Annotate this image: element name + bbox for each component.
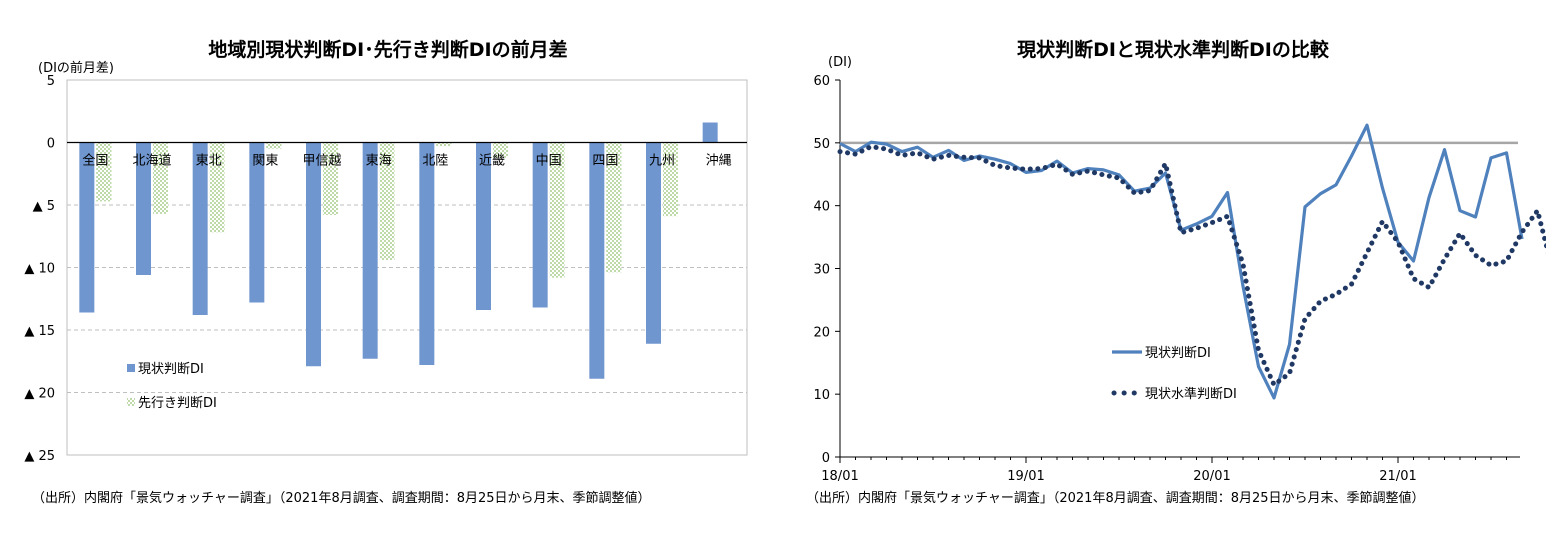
right-y-axis: 0 10 20 30 40 50 60 xyxy=(813,74,840,466)
bar-future-di xyxy=(493,142,508,158)
right-source-note: （出所）内閣府「景気ウォッチャー調査」（2021年8月調査、調査期間：8月25日… xyxy=(806,490,1425,506)
right-y-tick-label: 20 xyxy=(813,325,830,340)
right-y-tick-label: 0 xyxy=(822,451,830,466)
right-chart: 現状判断DIと現状水準判断DIの比較 (DI) 0 10 20 30 40 50 60 18… xyxy=(806,38,1546,506)
left-category-label: 四国 xyxy=(592,154,618,169)
right-x-tick-label: 19/01 xyxy=(1007,469,1044,484)
right-y-tick-label: 30 xyxy=(813,263,830,278)
bar-current-di xyxy=(136,142,151,275)
bar-current-di xyxy=(532,142,548,308)
left-y-tick-label: ▲ 25 xyxy=(24,449,55,464)
right-y-tick-label: 40 xyxy=(813,200,830,215)
line-level-di xyxy=(837,144,1546,389)
right-chart-title: 現状判断DIと現状水準判断DIの比較 xyxy=(1017,38,1330,61)
left-chart-title: 地域別現状判断DI･先行き判断DIの前月差 xyxy=(208,38,567,61)
bar-future-di xyxy=(549,142,565,278)
bar-current-di xyxy=(419,142,435,365)
left-chart: 地域別現状判断DI･先行き判断DIの前月差 (DIの前月差) 5 0 ▲ 5 ▲ 10… xyxy=(24,38,748,506)
legend-swatch-future-di xyxy=(127,398,135,406)
legend-label-level-di: 現状水準判断DI xyxy=(1145,386,1237,402)
right-chart-unit-label: (DI) xyxy=(828,55,852,70)
bar-current-di xyxy=(646,142,661,344)
bar-future-di xyxy=(96,142,112,202)
bar-current-di xyxy=(79,142,95,313)
left-y-tick-label: ▲ 20 xyxy=(24,387,55,402)
left-category-label: 中国 xyxy=(536,154,562,169)
right-y-tick-label: 60 xyxy=(813,74,830,89)
legend-label-current-di: 現状判断DI xyxy=(138,362,204,377)
bar-future-di xyxy=(153,142,168,214)
left-bars xyxy=(79,122,718,379)
bar-current-di xyxy=(362,142,378,359)
left-source-note: （出所）内閣府「景気ウォッチャー調査」（2021年8月調査、調査期間：8月25日… xyxy=(32,490,651,506)
bar-future-di xyxy=(209,142,225,233)
bar-future-di xyxy=(663,142,678,217)
right-y-tick-label: 50 xyxy=(813,137,830,152)
bar-current-di xyxy=(192,142,208,315)
left-gridlines xyxy=(67,204,747,393)
left-y-tick-label: 0 xyxy=(47,137,55,152)
left-category-label: 北陸 xyxy=(422,153,448,169)
legend-swatch-current-di xyxy=(127,364,135,372)
left-chart-unit-label: (DIの前月差) xyxy=(38,60,114,76)
left-category-label: 甲信越 xyxy=(302,154,341,169)
bar-future-di xyxy=(323,142,338,215)
left-category-label: 近畿 xyxy=(479,154,505,169)
legend-label-line-current-di: 現状判断DI xyxy=(1145,346,1211,361)
left-y-axis: 5 0 ▲ 5 ▲ 10 ▲ 15 ▲ 20 ▲ 25 xyxy=(24,74,55,464)
bar-future-di xyxy=(266,142,282,149)
left-y-tick-label: ▲ 15 xyxy=(24,324,55,339)
left-category-label: 沖縄 xyxy=(706,154,732,169)
left-y-tick-label: ▲ 10 xyxy=(24,262,55,277)
right-x-axis: 18/01 19/01 20/01 21/01 xyxy=(821,457,1507,484)
bar-current-di xyxy=(702,122,718,143)
bar-future-di xyxy=(606,142,622,273)
left-category-label: 九州 xyxy=(649,154,675,169)
bar-current-di xyxy=(306,142,321,367)
bar-future-di xyxy=(436,142,452,147)
left-y-tick-label: ▲ 5 xyxy=(33,199,55,214)
bar-current-di xyxy=(249,142,265,303)
bar-current-di xyxy=(589,142,605,379)
left-category-label: 全国 xyxy=(82,153,108,169)
left-legend: 現状判断DI 先行き判断DI xyxy=(127,362,217,411)
left-category-label: 関東 xyxy=(252,153,278,169)
left-y-tick-label: 5 xyxy=(47,74,55,89)
left-category-label: 東北 xyxy=(196,153,222,169)
left-category-label: 北海道 xyxy=(132,154,171,169)
right-x-tick-label: 20/01 xyxy=(1193,469,1230,484)
right-x-tick-label: 21/01 xyxy=(1379,469,1416,484)
legend-label-future-di: 先行き判断DI xyxy=(138,396,217,411)
bar-current-di xyxy=(476,142,491,310)
left-category-label: 東海 xyxy=(366,153,392,169)
bar-future-di xyxy=(379,142,395,260)
right-y-tick-label: 10 xyxy=(813,388,830,403)
left-category-labels: 全国 北海道 東北 関東 甲信越 東海 北陸 近畿 中国 四国 九州 沖縄 xyxy=(82,153,731,169)
right-series xyxy=(837,123,1546,400)
right-x-tick-label: 18/01 xyxy=(821,469,858,484)
right-legend: 現状判断DI 現状水準判断DI xyxy=(1111,346,1237,402)
